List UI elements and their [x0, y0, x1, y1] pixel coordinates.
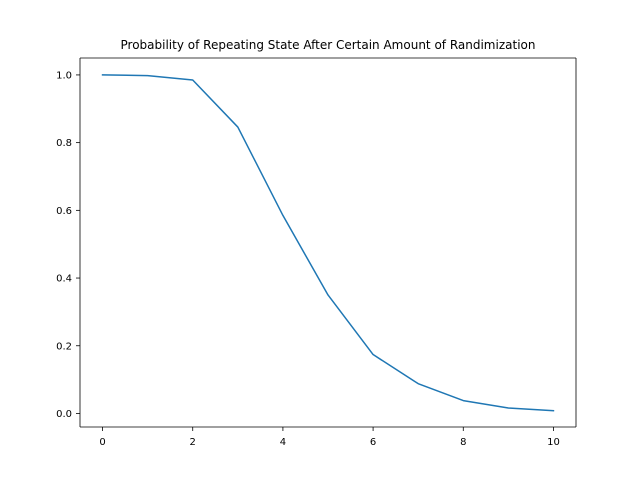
y-tick-label: 0.8: [56, 138, 72, 149]
x-tick-label: 2: [190, 437, 196, 448]
y-tick-label: 0.6: [56, 206, 72, 217]
x-tick-label: 10: [547, 437, 560, 448]
x-tick-label: 0: [99, 437, 105, 448]
series-line-0: [101, 74, 555, 412]
x-tick-label: 4: [280, 437, 286, 448]
chart-title: Probability of Repeating State After Cer…: [121, 38, 536, 52]
y-tick-label: 0.4: [56, 274, 72, 285]
y-tick-label: 1.0: [56, 70, 72, 81]
plot-area: 0 2 4 6 8 10 0.0 0.2 0.4 0.6 0.8 1.0: [56, 57, 577, 448]
x-tick-label: 6: [370, 437, 376, 448]
x-tick-label: 8: [460, 437, 466, 448]
y-tick-label: 0.2: [56, 341, 72, 352]
y-tick-label: 0.0: [56, 409, 72, 420]
